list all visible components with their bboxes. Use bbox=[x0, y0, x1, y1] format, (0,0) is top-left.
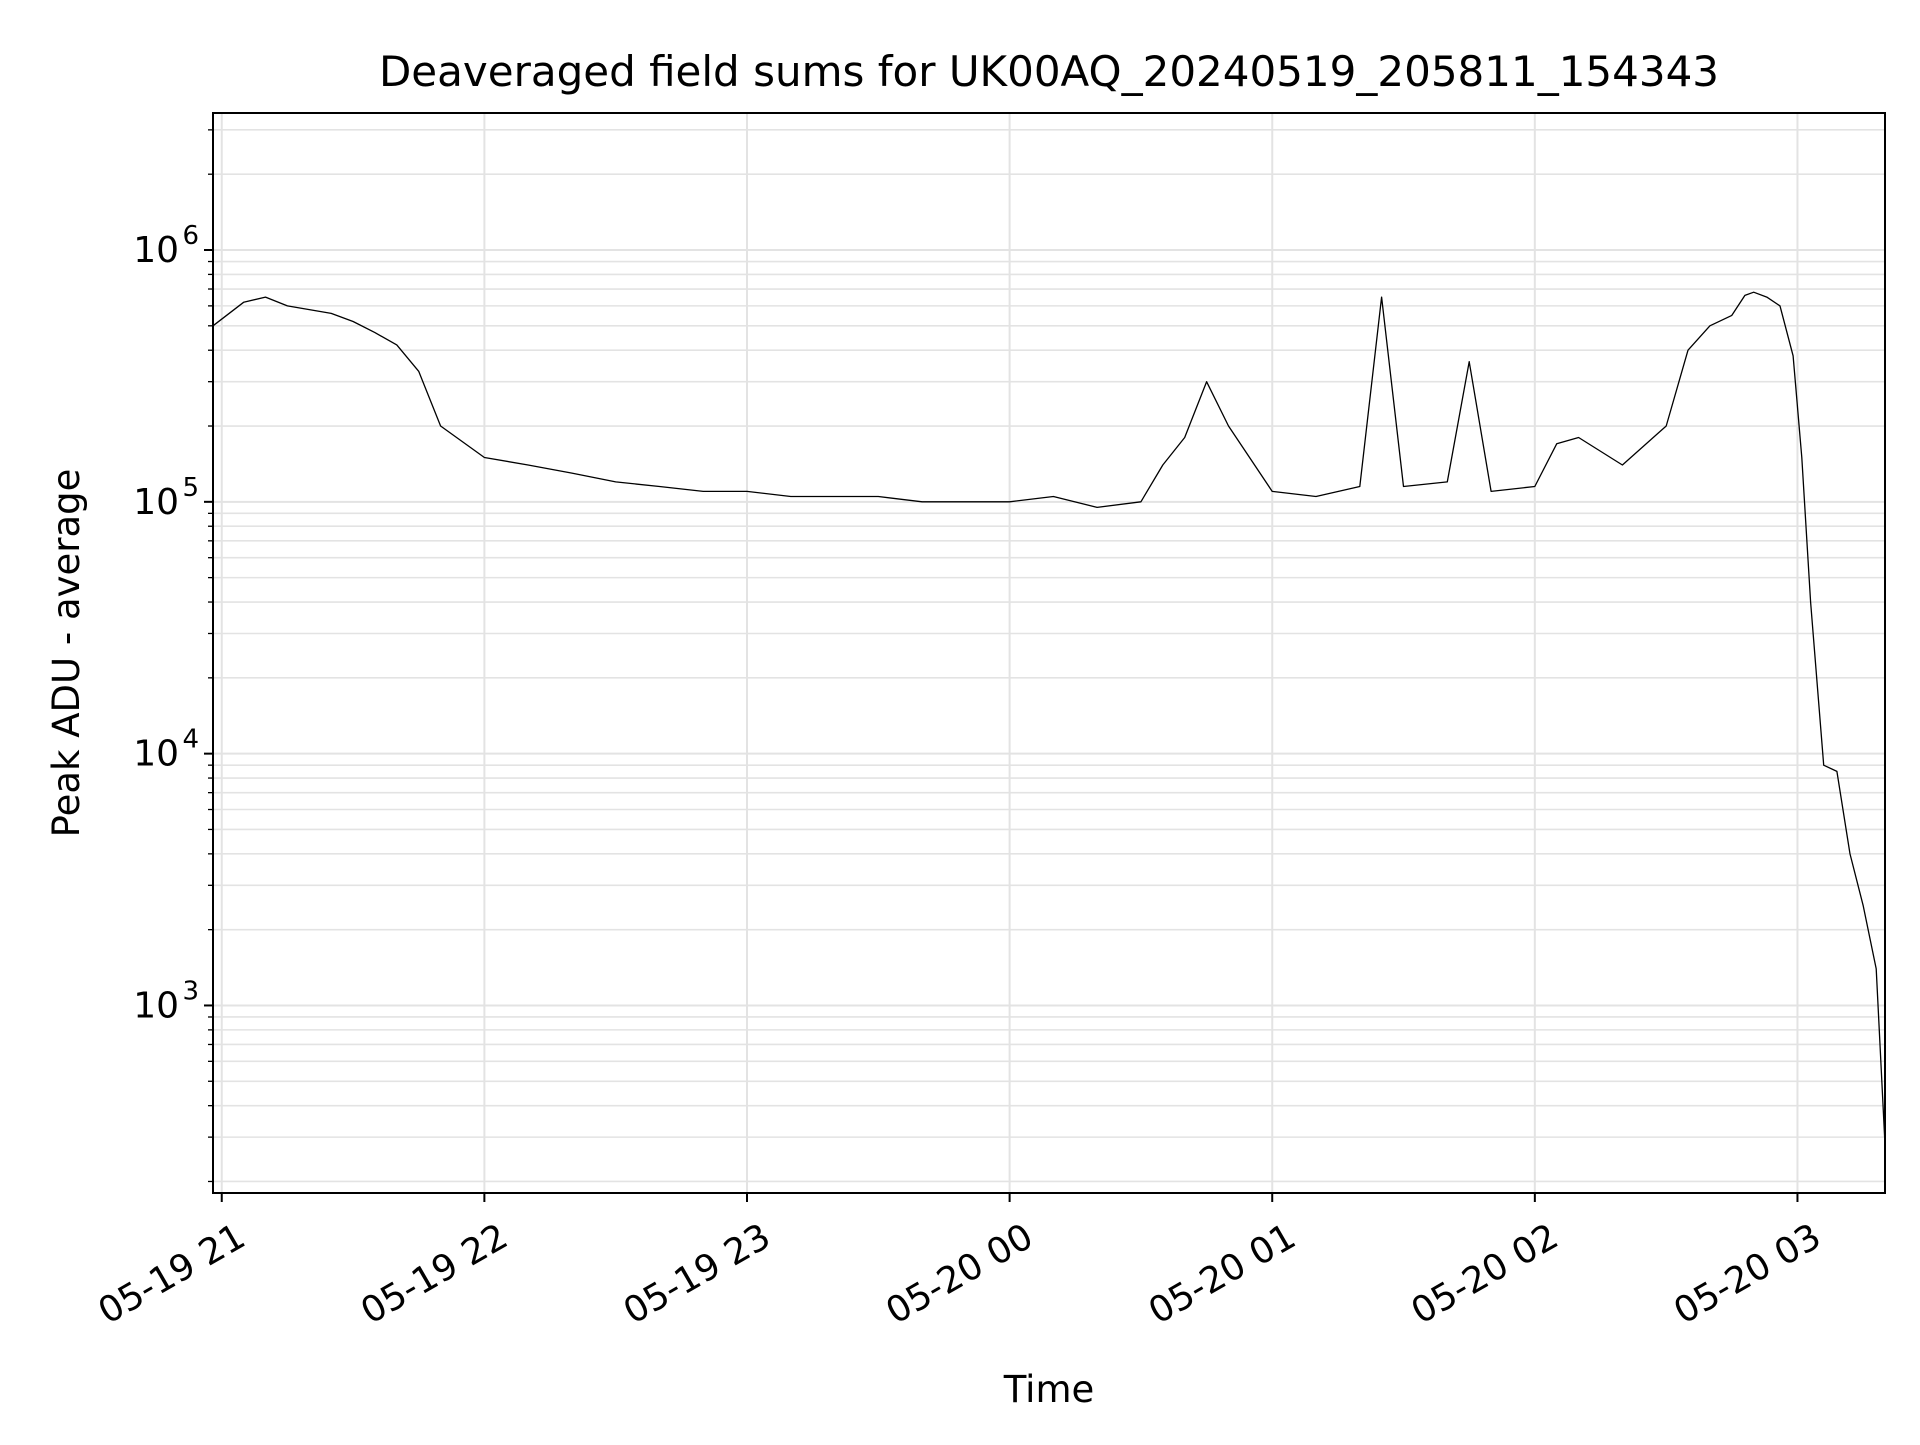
y-tick-label: 10 bbox=[133, 230, 179, 271]
y-tick-label-exponent: 6 bbox=[182, 221, 199, 251]
plot-frame bbox=[212, 112, 1886, 1194]
y-tick-label: 10 bbox=[133, 482, 179, 523]
y-tick-label-exponent: 3 bbox=[182, 976, 199, 1006]
y-tick-label-exponent: 4 bbox=[182, 725, 199, 755]
series-layer bbox=[212, 291, 1886, 1145]
x-axis-label: Time bbox=[1003, 1368, 1095, 1411]
chart-title: Deaveraged field sums for UK00AQ_2024051… bbox=[379, 47, 1719, 96]
grid bbox=[213, 113, 1885, 1193]
series-line bbox=[212, 291, 1886, 1145]
y-axis-label: Peak ADU - average bbox=[45, 469, 88, 838]
y-tick-label: 10 bbox=[133, 734, 179, 775]
y-tick-label: 10 bbox=[133, 985, 179, 1026]
y-tick-label-exponent: 5 bbox=[182, 473, 199, 503]
